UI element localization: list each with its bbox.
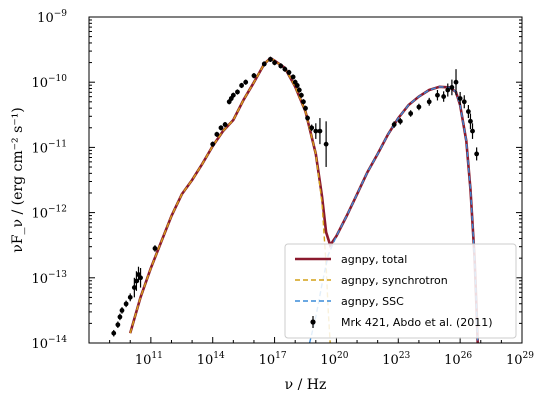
data-point <box>305 115 310 121</box>
data-point <box>441 94 447 99</box>
data-point <box>426 99 432 105</box>
data-point <box>111 330 117 336</box>
data-point <box>218 125 224 131</box>
y-axis-label: νF_ν / (erg cm⁻² s⁻¹) <box>10 107 26 252</box>
data-point <box>272 60 277 66</box>
x-tick-label: 1014 <box>197 351 225 368</box>
x-tick-label: 1020 <box>320 351 348 368</box>
data-point <box>290 74 296 80</box>
y-tick-label: 10−10 <box>31 74 67 91</box>
data-point <box>301 99 306 105</box>
series-line-2 <box>308 86 479 343</box>
x-tick-label: 1011 <box>135 351 163 368</box>
data-point <box>268 56 273 62</box>
data-point <box>117 314 123 320</box>
legend-entry-label: agnpy, synchrotron <box>341 274 448 287</box>
data-point <box>323 141 329 147</box>
axes-frame <box>88 16 523 344</box>
data-point <box>303 105 308 111</box>
y-tick-label: 10−11 <box>31 139 67 156</box>
data-point <box>309 125 315 131</box>
data-point <box>296 87 302 93</box>
data-point <box>235 89 240 95</box>
data-point <box>391 122 397 127</box>
data-point <box>474 151 480 157</box>
data-point <box>298 92 304 98</box>
data-point <box>134 278 139 284</box>
y-tick-label: 10−14 <box>31 335 67 352</box>
data-point <box>131 285 137 290</box>
data-point <box>397 118 403 124</box>
data-point <box>230 92 236 98</box>
data-point <box>445 87 451 93</box>
data-point <box>278 63 284 69</box>
legend-entry-label: Mrk 421, Abdo et al. (2011) <box>341 316 493 329</box>
data-point <box>222 122 228 127</box>
data-point <box>453 79 459 85</box>
data-point <box>294 83 300 88</box>
x-tick-label: 1026 <box>444 351 472 368</box>
data-point <box>408 111 414 116</box>
ticks-layer: 1011 1014 1017 1020 1023 1026 1029 10−14 10−13 10… <box>31 9 534 368</box>
data-point <box>119 308 125 313</box>
data-point <box>243 79 249 85</box>
data-point <box>286 70 292 75</box>
data-point <box>282 66 288 72</box>
y-tick-label: 10−9 <box>37 9 67 26</box>
legend: agnpy, total agnpy, synchrotron agnpy, SSC… <box>284 243 517 339</box>
legend-marker-point <box>310 319 316 325</box>
data-point <box>313 128 319 134</box>
data-point <box>449 85 455 90</box>
data-point <box>461 99 467 105</box>
y-tick-label: 10−12 <box>31 205 67 222</box>
data-point <box>251 73 257 79</box>
x-tick-label: 1023 <box>382 351 410 368</box>
x-axis-label: ν / Hz <box>285 377 327 393</box>
data-point <box>465 109 471 114</box>
legend-box <box>284 243 517 339</box>
data-point <box>127 294 133 300</box>
data-point <box>470 128 475 134</box>
data-point <box>317 128 323 134</box>
y-tick-label: 10−13 <box>31 270 67 287</box>
data-point <box>115 322 121 328</box>
data-point <box>123 301 129 307</box>
data-point <box>210 141 216 147</box>
data-point <box>416 104 422 110</box>
data-point <box>239 83 244 88</box>
data-point <box>261 61 267 67</box>
data-point <box>138 275 143 281</box>
data-point <box>457 96 463 101</box>
legend-entry-label: agnpy, SSC <box>341 295 404 308</box>
x-tick-label: 1029 <box>506 351 534 368</box>
x-tick-label: 1017 <box>259 351 287 368</box>
data-point <box>435 92 440 98</box>
legend-entry-label: agnpy, total <box>341 253 407 266</box>
data-point <box>152 246 158 251</box>
data-point <box>214 131 220 137</box>
data-point <box>468 118 473 124</box>
series-layer <box>111 56 480 343</box>
